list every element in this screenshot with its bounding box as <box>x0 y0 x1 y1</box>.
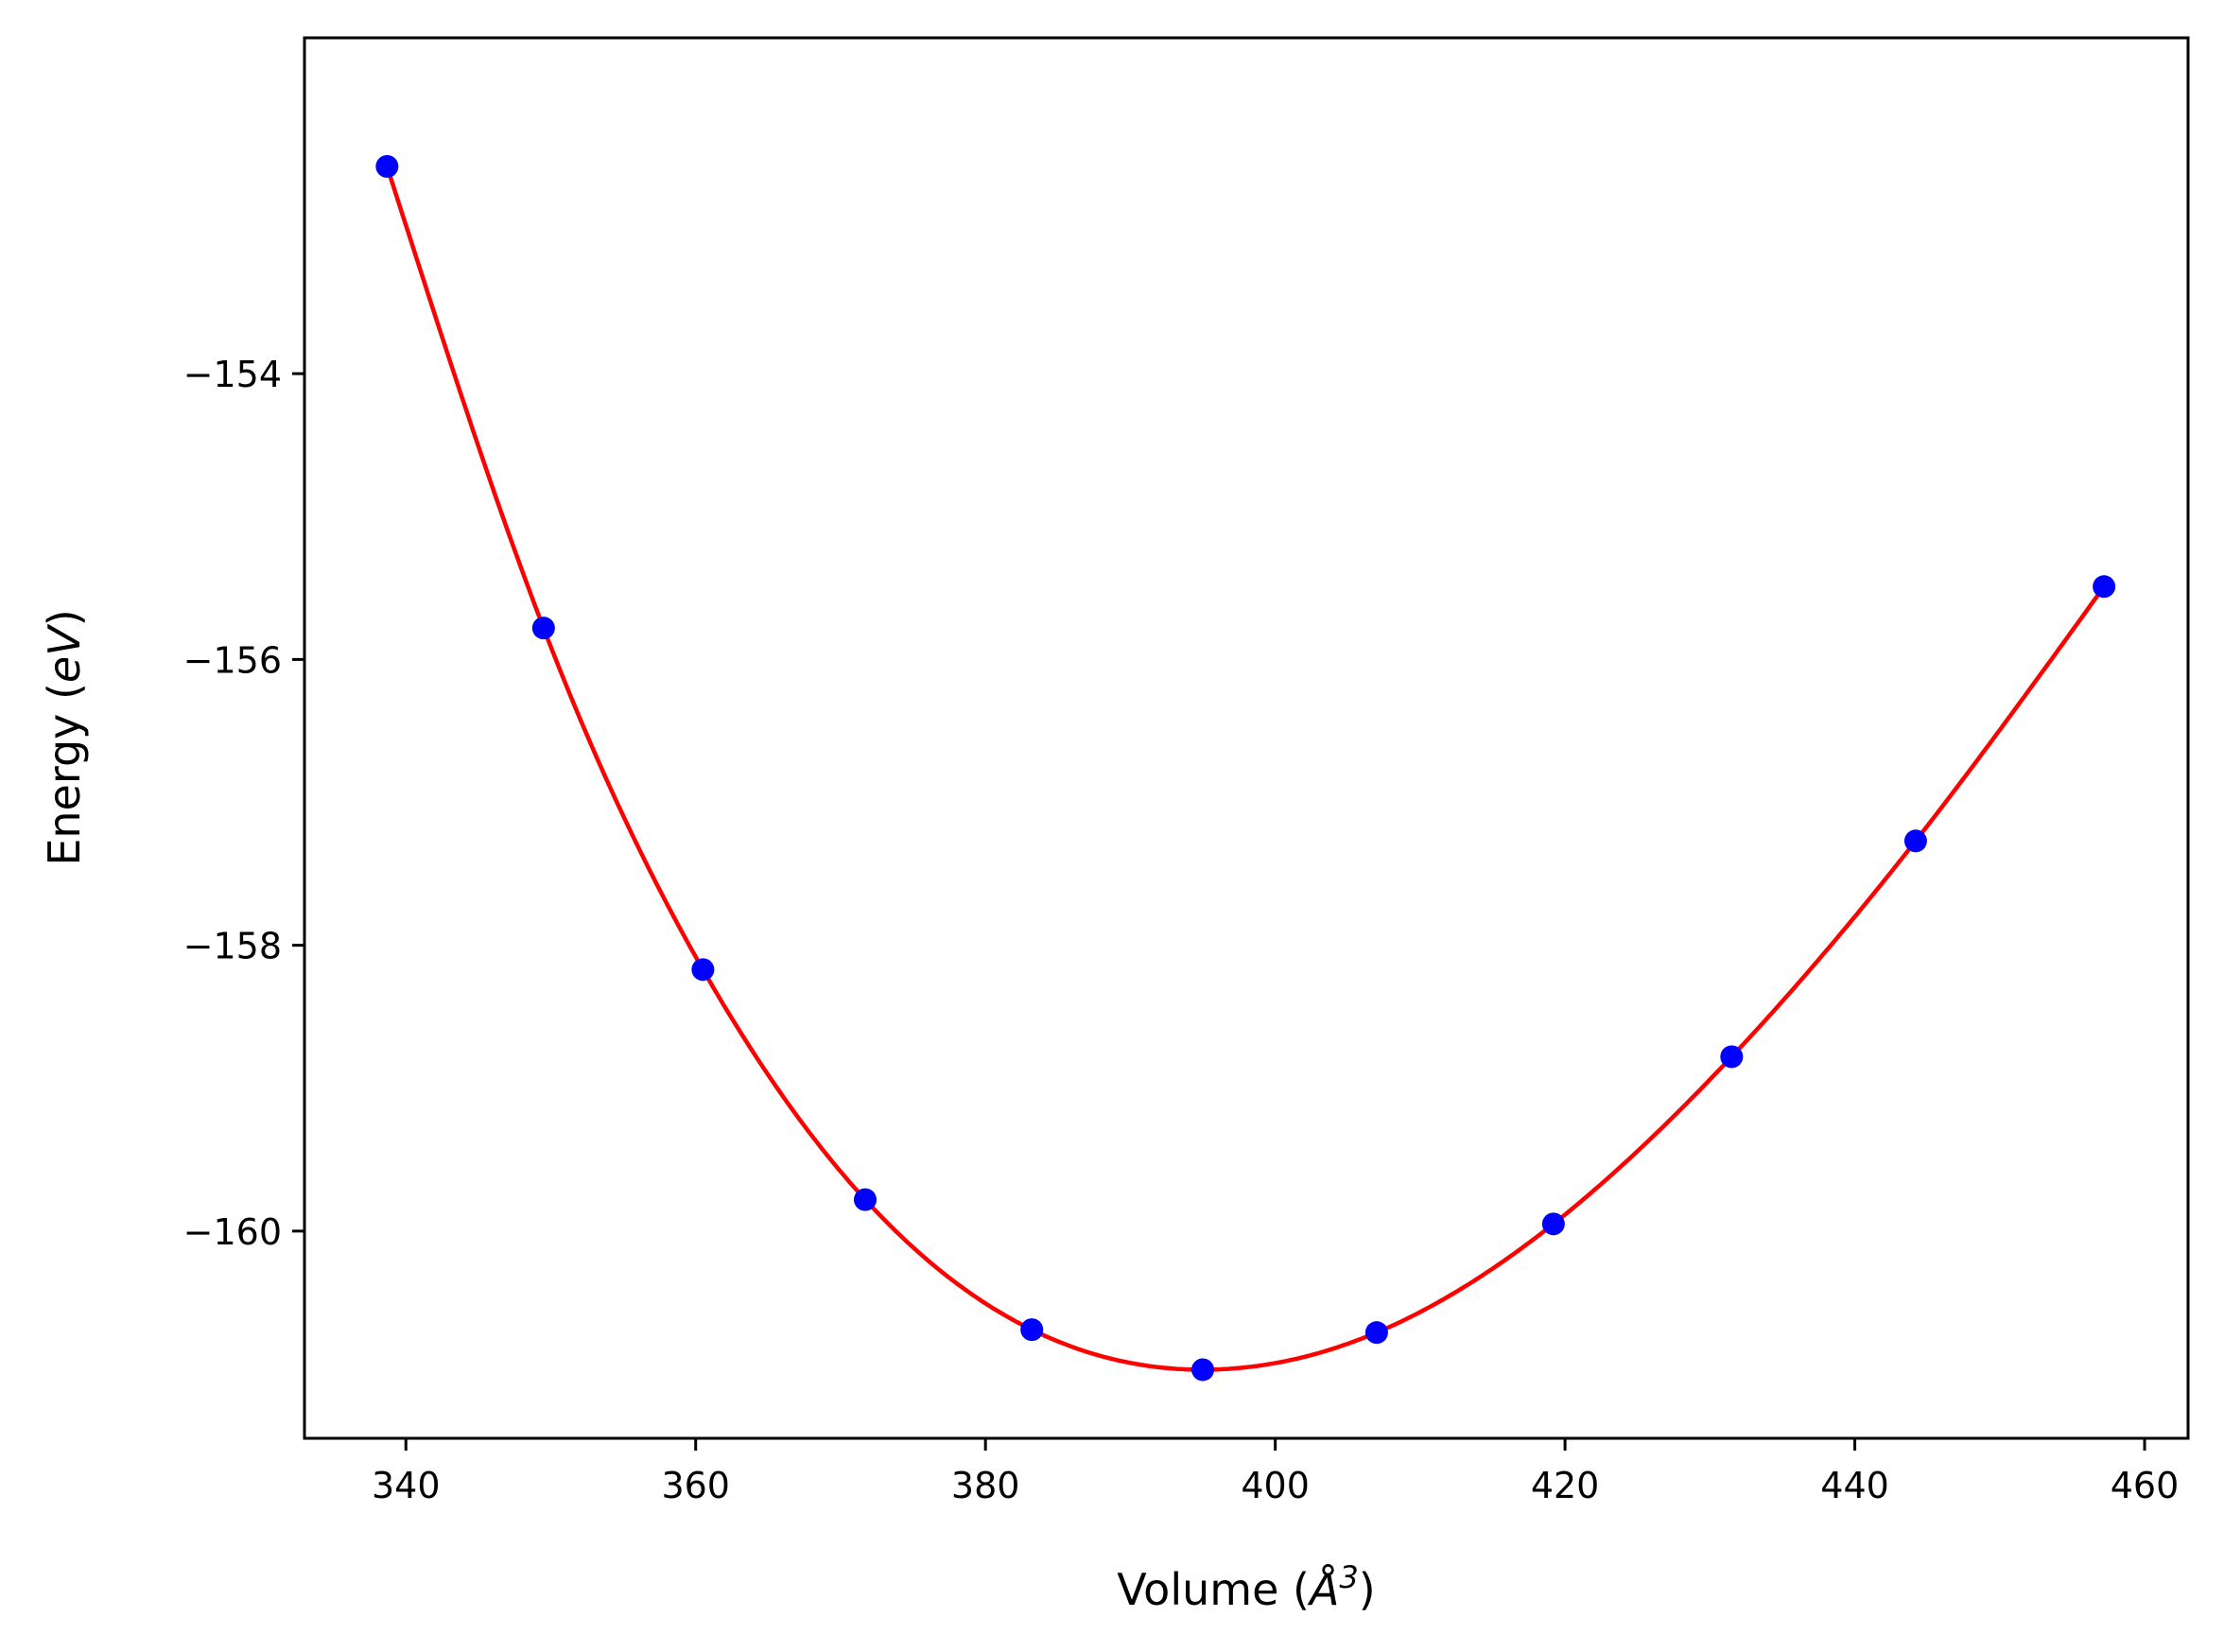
data-point <box>1364 1321 1388 1345</box>
x-axis-label-close: ) <box>1359 1564 1376 1615</box>
data-point <box>854 1188 877 1211</box>
y-tick-label: −158 <box>183 926 282 967</box>
fit-curve-layer <box>385 165 2106 1372</box>
plot-frame <box>303 36 2190 1440</box>
data-point <box>375 155 399 179</box>
y-axis-label-close: ) <box>39 609 90 626</box>
y-axis-label-text: Energy ( <box>39 683 90 866</box>
data-point <box>2093 575 2116 599</box>
data-points-layer <box>375 155 2116 1382</box>
y-tick-label: −160 <box>183 1211 282 1253</box>
y-axis-label: Energy (eV) <box>39 609 90 865</box>
data-point <box>691 958 715 982</box>
y-axis-label-unit: eV <box>39 623 90 683</box>
data-point <box>1541 1212 1565 1236</box>
data-point <box>1020 1318 1044 1342</box>
y-tick-label: −156 <box>183 639 282 681</box>
x-tick-label: 380 <box>951 1465 1020 1506</box>
y-tick-label: −154 <box>183 354 282 395</box>
x-tick-label: 420 <box>1531 1465 1600 1506</box>
data-point <box>1903 829 1927 853</box>
x-axis-label: Volume (Å3) <box>1117 1559 1375 1615</box>
fit-curve-line <box>385 165 2106 1372</box>
x-tick-label: 440 <box>1820 1465 1889 1506</box>
x-axis-label-exponent: 3 <box>1339 1559 1358 1595</box>
x-axis-label-unit: Å <box>1307 1564 1339 1615</box>
y-axis: −154 −156 −158 −160 <box>183 354 304 1253</box>
data-point <box>531 617 555 640</box>
x-tick-label: 340 <box>372 1465 441 1506</box>
x-tick-label: 460 <box>2111 1465 2180 1506</box>
x-tick-label: 360 <box>661 1465 730 1506</box>
x-axis: 340 360 380 400 420 440 460 <box>372 1438 2179 1506</box>
data-point <box>1191 1358 1215 1382</box>
x-axis-label-text: Volume ( <box>1117 1564 1310 1615</box>
x-tick-label: 400 <box>1241 1465 1310 1506</box>
data-point <box>1720 1045 1744 1069</box>
